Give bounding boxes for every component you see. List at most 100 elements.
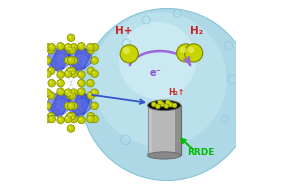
Circle shape (92, 117, 95, 119)
Circle shape (44, 70, 51, 77)
Circle shape (66, 58, 68, 60)
Circle shape (87, 92, 95, 99)
Polygon shape (66, 91, 90, 117)
Circle shape (68, 93, 70, 95)
Circle shape (78, 116, 85, 124)
Circle shape (155, 104, 160, 109)
Circle shape (45, 117, 47, 119)
Circle shape (91, 43, 98, 51)
Circle shape (66, 46, 74, 54)
Circle shape (79, 81, 82, 83)
Circle shape (58, 118, 61, 120)
Circle shape (87, 112, 95, 120)
Circle shape (66, 112, 74, 120)
Circle shape (70, 43, 78, 51)
Circle shape (66, 104, 68, 106)
Circle shape (65, 43, 72, 51)
Text: H₂: H₂ (190, 26, 203, 36)
Text: RRDE: RRDE (187, 148, 215, 157)
Circle shape (91, 57, 98, 64)
Bar (175, 105, 181, 155)
Polygon shape (50, 48, 71, 73)
Circle shape (72, 90, 74, 93)
Circle shape (57, 116, 65, 124)
Circle shape (68, 112, 76, 120)
Circle shape (49, 48, 51, 50)
Circle shape (70, 70, 78, 77)
Circle shape (72, 71, 74, 74)
Circle shape (92, 71, 95, 74)
Circle shape (70, 57, 78, 64)
Circle shape (91, 70, 98, 77)
Circle shape (81, 9, 253, 180)
Circle shape (78, 88, 85, 95)
Ellipse shape (148, 152, 181, 159)
Circle shape (45, 90, 47, 93)
Circle shape (72, 104, 74, 106)
Circle shape (66, 45, 68, 47)
Bar (148, 105, 181, 155)
Polygon shape (50, 94, 71, 118)
Circle shape (78, 71, 85, 78)
Circle shape (58, 81, 61, 83)
Circle shape (158, 101, 160, 103)
Circle shape (57, 71, 65, 78)
Polygon shape (46, 91, 69, 117)
Circle shape (79, 44, 82, 46)
Circle shape (92, 12, 226, 146)
Circle shape (50, 81, 52, 83)
Text: e⁻: e⁻ (150, 68, 162, 78)
Circle shape (65, 89, 72, 96)
Circle shape (48, 79, 55, 87)
Circle shape (69, 58, 71, 60)
Circle shape (67, 125, 75, 132)
Circle shape (160, 102, 165, 107)
Circle shape (87, 67, 95, 75)
Circle shape (89, 114, 91, 116)
Circle shape (69, 36, 71, 38)
Circle shape (44, 115, 51, 123)
Circle shape (87, 43, 94, 51)
Circle shape (50, 117, 52, 119)
Circle shape (66, 71, 68, 74)
Polygon shape (66, 46, 90, 71)
Circle shape (70, 69, 72, 71)
Circle shape (88, 81, 91, 83)
Circle shape (48, 43, 55, 51)
Circle shape (158, 100, 162, 105)
Circle shape (44, 57, 51, 64)
Circle shape (68, 69, 70, 71)
Polygon shape (56, 98, 68, 113)
Circle shape (151, 102, 156, 107)
Circle shape (70, 48, 72, 50)
Text: H₂↑: H₂↑ (168, 88, 185, 97)
Circle shape (92, 58, 95, 60)
Circle shape (156, 105, 158, 107)
Polygon shape (71, 94, 92, 118)
Circle shape (78, 43, 85, 50)
Circle shape (68, 92, 76, 99)
Circle shape (65, 57, 72, 64)
Circle shape (180, 47, 186, 53)
Circle shape (79, 89, 82, 92)
Polygon shape (77, 98, 89, 113)
Circle shape (168, 102, 173, 107)
Circle shape (78, 79, 85, 87)
Circle shape (72, 45, 74, 47)
Circle shape (45, 104, 47, 106)
Circle shape (87, 79, 94, 87)
Circle shape (50, 45, 52, 47)
Circle shape (165, 105, 167, 106)
Ellipse shape (148, 100, 181, 111)
Circle shape (70, 114, 72, 116)
Circle shape (87, 46, 95, 54)
Circle shape (185, 44, 203, 62)
Circle shape (173, 104, 175, 106)
Circle shape (91, 89, 98, 96)
Circle shape (70, 93, 72, 95)
Circle shape (166, 100, 170, 105)
Circle shape (66, 92, 74, 99)
Circle shape (88, 117, 91, 119)
Circle shape (45, 58, 47, 60)
Circle shape (57, 88, 65, 95)
